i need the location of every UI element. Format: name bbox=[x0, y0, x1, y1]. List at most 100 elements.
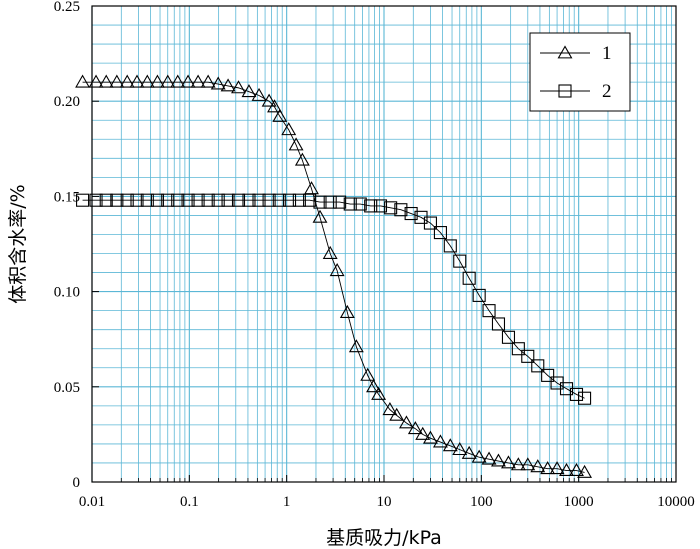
triangle-marker bbox=[241, 84, 257, 98]
square-marker bbox=[252, 193, 266, 207]
triangle-marker bbox=[322, 245, 338, 259]
triangle-marker bbox=[312, 209, 328, 223]
triangle-marker bbox=[442, 438, 458, 452]
y-tick-label: 0 bbox=[73, 475, 81, 491]
triangle-marker bbox=[389, 407, 405, 421]
square-marker bbox=[501, 330, 516, 344]
triangle-marker bbox=[569, 462, 584, 477]
triangle-marker bbox=[382, 402, 398, 416]
triangle-marker bbox=[348, 339, 364, 353]
triangle-marker bbox=[281, 122, 297, 136]
triangle-marker bbox=[491, 453, 506, 467]
triangle-marker bbox=[549, 461, 565, 475]
triangle-marker bbox=[510, 457, 526, 471]
triangle-marker bbox=[109, 74, 125, 88]
square-marker bbox=[171, 193, 185, 207]
x-tick-label: 1000 bbox=[564, 494, 594, 510]
square-marker bbox=[453, 254, 467, 268]
triangle-marker bbox=[481, 451, 497, 465]
x-axis-title: 基质吸力/kPa bbox=[326, 527, 442, 549]
triangle-marker bbox=[288, 137, 304, 151]
square-marker bbox=[578, 391, 592, 405]
x-tick-label: 0.1 bbox=[180, 494, 199, 510]
square-marker bbox=[130, 193, 144, 207]
x-tick-label: 1 bbox=[283, 494, 291, 510]
triangle-marker bbox=[129, 74, 145, 88]
series-line bbox=[82, 81, 585, 473]
square-marker bbox=[313, 195, 327, 209]
square-marker bbox=[191, 193, 205, 207]
triangle-marker bbox=[294, 152, 310, 166]
square-marker bbox=[472, 288, 486, 302]
series-1 bbox=[75, 74, 593, 478]
triangle-marker bbox=[398, 415, 414, 429]
triangle-marker bbox=[371, 386, 387, 400]
square-marker bbox=[333, 195, 347, 209]
triangle-marker bbox=[415, 426, 431, 440]
triangle-marker bbox=[559, 462, 574, 477]
series-line bbox=[82, 199, 585, 399]
y-tick-label: 0.20 bbox=[54, 94, 80, 110]
y-tick-label: 0.15 bbox=[54, 189, 80, 205]
y-tick-label: 0.05 bbox=[54, 380, 80, 396]
legend: 12 bbox=[529, 32, 631, 112]
grid-lines bbox=[91, 6, 676, 482]
square-marker bbox=[394, 203, 408, 217]
square-marker bbox=[521, 349, 535, 363]
x-tick-label: 0.01 bbox=[79, 494, 105, 510]
triangle-marker bbox=[366, 379, 381, 393]
square-marker bbox=[272, 193, 286, 207]
square-marker bbox=[423, 216, 437, 230]
square-marker bbox=[89, 193, 103, 207]
triangle-marker bbox=[98, 74, 114, 88]
triangle-marker bbox=[180, 74, 196, 88]
triangle-marker bbox=[540, 461, 556, 475]
triangle-marker bbox=[149, 74, 165, 88]
triangle-marker bbox=[557, 45, 573, 59]
triangle-marker bbox=[272, 108, 288, 122]
triangle-marker bbox=[577, 464, 593, 478]
square-marker bbox=[404, 206, 418, 221]
triangle-marker bbox=[471, 449, 487, 463]
triangle-marker bbox=[88, 74, 104, 88]
triangle-marker bbox=[452, 442, 468, 456]
triangle-marker bbox=[210, 76, 226, 90]
triangle-marker bbox=[231, 80, 246, 94]
square-marker bbox=[343, 197, 357, 211]
triangle-marker bbox=[251, 87, 267, 101]
triangle-marker bbox=[200, 74, 216, 88]
square-marker bbox=[443, 239, 457, 253]
series-2 bbox=[76, 193, 592, 405]
square-marker bbox=[242, 193, 256, 207]
triangle-marker bbox=[190, 74, 206, 88]
square-marker bbox=[558, 84, 572, 98]
square-marker bbox=[323, 195, 337, 209]
triangle-marker bbox=[339, 304, 355, 318]
square-marker bbox=[373, 199, 388, 213]
square-marker bbox=[482, 304, 496, 318]
triangle-marker bbox=[422, 430, 438, 444]
x-tick-label: 10 bbox=[377, 494, 392, 510]
square-marker bbox=[211, 193, 225, 207]
square-marker bbox=[181, 193, 195, 207]
legend-label: 1 bbox=[602, 43, 612, 64]
square-marker bbox=[161, 193, 175, 207]
square-marker bbox=[221, 193, 235, 207]
square-marker bbox=[99, 193, 113, 207]
triangle-marker bbox=[267, 99, 282, 113]
triangle-marker bbox=[501, 455, 516, 469]
square-marker bbox=[303, 193, 317, 207]
y-axis-title: 体积含水率/% bbox=[7, 184, 29, 303]
triangle-marker bbox=[220, 78, 236, 92]
square-marker bbox=[353, 197, 367, 211]
square-marker bbox=[462, 271, 476, 285]
square-marker bbox=[150, 193, 164, 207]
triangle-marker bbox=[75, 74, 91, 88]
y-tick-label: 0.25 bbox=[54, 0, 80, 15]
square-marker bbox=[364, 199, 378, 213]
triangle-marker bbox=[360, 367, 376, 381]
x-tick-label: 10000 bbox=[657, 494, 695, 510]
square-marker bbox=[569, 387, 584, 401]
square-marker bbox=[140, 193, 154, 207]
